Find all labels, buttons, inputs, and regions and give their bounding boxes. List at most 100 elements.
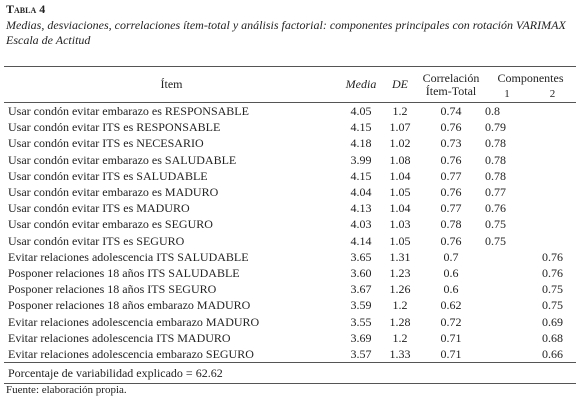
value-cell: 0.76 bbox=[485, 201, 506, 216]
value-cell: 0.7 bbox=[443, 249, 459, 264]
value-cell bbox=[485, 297, 529, 313]
value-cell: 4.14 bbox=[350, 233, 372, 248]
value-cell: 0.76 bbox=[440, 185, 462, 200]
value-cell: 0.77 bbox=[440, 168, 462, 183]
col-header: Ítem bbox=[160, 77, 183, 91]
value-cell: 1.07 bbox=[389, 120, 411, 135]
table-row: Usar condón evitar ITS es NECESARIO 4.18 1… bbox=[4, 135, 576, 151]
value-cell bbox=[529, 135, 576, 151]
value-cell: 1.04 bbox=[389, 168, 411, 183]
col-header-line: Ítem-Total bbox=[425, 83, 477, 98]
col-header-line: Correlación bbox=[422, 70, 480, 85]
value-cell: 0.75 bbox=[485, 233, 506, 248]
table-head: Ítem Media DE Correlación Ítem-Total Comp… bbox=[4, 66, 576, 103]
value-cell: 0.76 bbox=[440, 233, 462, 248]
value-cell: 1.28 bbox=[389, 314, 411, 329]
table-row: Posponer relaciones 18 años ITS SEGURO 3.… bbox=[4, 281, 576, 297]
col-header: Media bbox=[345, 77, 377, 91]
col-header: Correlación Ítem-Total bbox=[417, 67, 485, 103]
value-cell bbox=[485, 249, 529, 265]
item-cell: Evitar relaciones adolescencia embarazo … bbox=[8, 314, 260, 329]
value-cell: 0.6 bbox=[443, 282, 459, 297]
table-row: Posponer relaciones 18 años embarazo MAD… bbox=[4, 297, 576, 313]
value-cell: 0.75 bbox=[542, 282, 563, 297]
value-cell: 1.31 bbox=[389, 249, 411, 264]
table-body: Usar condón evitar embarazo es RESPONSAB… bbox=[4, 103, 576, 363]
col-header: 2 bbox=[549, 87, 556, 100]
value-cell: 3.99 bbox=[350, 152, 372, 167]
table-foot: Porcentaje de variabilidad explicado = 6… bbox=[4, 362, 576, 384]
value-cell: 0.74 bbox=[440, 104, 462, 119]
table-row: Usar condón evitar embarazo es SEGURO 4.0… bbox=[4, 216, 576, 232]
col-header: 1 bbox=[504, 87, 510, 100]
table-row: Usar condón evitar ITS es SEGURO 4.14 1.05… bbox=[4, 233, 576, 249]
value-cell: 1.2 bbox=[392, 104, 408, 119]
table-caption: Medias, desviaciones, correlaciones ítem… bbox=[6, 18, 566, 47]
value-cell: 4.18 bbox=[350, 136, 372, 151]
table-row: Usar condón evitar ITS es RESPONSABLE 4.1… bbox=[4, 119, 576, 135]
col-header: DE bbox=[392, 77, 408, 91]
value-cell: 1.2 bbox=[392, 298, 408, 313]
value-cell bbox=[485, 313, 529, 329]
value-cell bbox=[529, 184, 576, 200]
table-row: Usar condón evitar ITS es SALUDABLE 4.15 1… bbox=[4, 168, 576, 184]
table-row: Usar condón evitar ITS es MADURO 4.13 1.04… bbox=[4, 200, 576, 216]
item-cell: Usar condón evitar embarazo es SALUDABLE bbox=[8, 152, 237, 167]
value-cell: 0.77 bbox=[440, 201, 462, 216]
value-cell: 3.55 bbox=[350, 314, 372, 329]
table-label: Tabla 4 bbox=[6, 2, 46, 16]
value-cell: 0.76 bbox=[440, 152, 462, 167]
value-cell: 0.71 bbox=[440, 330, 462, 345]
value-cell bbox=[529, 168, 576, 184]
value-cell: 0.76 bbox=[542, 249, 563, 264]
value-cell: 0.68 bbox=[542, 330, 563, 345]
value-cell bbox=[529, 119, 576, 135]
value-cell bbox=[529, 152, 576, 168]
value-cell: 4.04 bbox=[350, 185, 372, 200]
value-cell bbox=[529, 233, 576, 249]
footer-note: Porcentaje de variabilidad explicado = 6… bbox=[8, 365, 223, 380]
table-row: Evitar relaciones adolescencia ITS SALUD… bbox=[4, 249, 576, 265]
value-cell: 1.26 bbox=[389, 282, 411, 297]
table: Ítem Media DE Correlación Ítem-Total Comp… bbox=[4, 66, 576, 384]
col-header: Componentes bbox=[497, 70, 564, 85]
value-cell: 3.67 bbox=[350, 282, 372, 297]
value-cell bbox=[529, 216, 576, 232]
value-cell: 1.08 bbox=[389, 152, 411, 167]
item-cell: Usar condón evitar ITS es SEGURO bbox=[8, 233, 185, 248]
value-cell bbox=[485, 265, 529, 281]
value-cell: 0.72 bbox=[440, 314, 462, 329]
item-cell: Usar condón evitar embarazo es RESPONSAB… bbox=[8, 104, 249, 119]
value-cell: 3.59 bbox=[350, 298, 372, 313]
item-cell: Usar condón evitar ITS es RESPONSABLE bbox=[8, 120, 221, 135]
item-cell: Usar condón evitar embarazo es MADURO bbox=[8, 185, 219, 200]
value-cell: 4.15 bbox=[350, 168, 372, 183]
value-cell: 1.2 bbox=[392, 330, 408, 345]
item-cell: Evitar relaciones adolescencia embarazo … bbox=[8, 346, 254, 361]
value-cell bbox=[529, 103, 576, 120]
value-cell: 0.76 bbox=[440, 120, 462, 135]
value-cell: 4.05 bbox=[350, 104, 372, 119]
value-cell bbox=[485, 281, 529, 297]
value-cell: 4.13 bbox=[350, 201, 372, 216]
value-cell: 3.69 bbox=[350, 330, 372, 345]
value-cell: 0.75 bbox=[542, 298, 563, 313]
value-cell: 0.73 bbox=[440, 136, 462, 151]
value-cell: 0.8 bbox=[485, 104, 500, 119]
value-cell: 0.62 bbox=[440, 298, 462, 313]
value-cell: 0.69 bbox=[542, 314, 563, 329]
value-cell: 1.02 bbox=[389, 136, 411, 151]
value-cell bbox=[529, 200, 576, 216]
value-cell: 0.76 bbox=[542, 265, 563, 280]
item-cell: Evitar relaciones adolescencia ITS SALUD… bbox=[8, 249, 249, 264]
value-cell: 0.71 bbox=[440, 346, 462, 361]
value-cell bbox=[485, 330, 529, 346]
value-cell: 1.23 bbox=[389, 265, 411, 280]
item-cell: Usar condón evitar ITS es NECESARIO bbox=[8, 136, 204, 151]
value-cell: 0.66 bbox=[542, 346, 563, 361]
value-cell: 1.04 bbox=[389, 201, 411, 216]
table-row: Usar condón evitar embarazo es SALUDABLE… bbox=[4, 152, 576, 168]
value-cell: 3.57 bbox=[350, 346, 372, 361]
source: Fuente: elaboración propia. bbox=[6, 384, 127, 396]
